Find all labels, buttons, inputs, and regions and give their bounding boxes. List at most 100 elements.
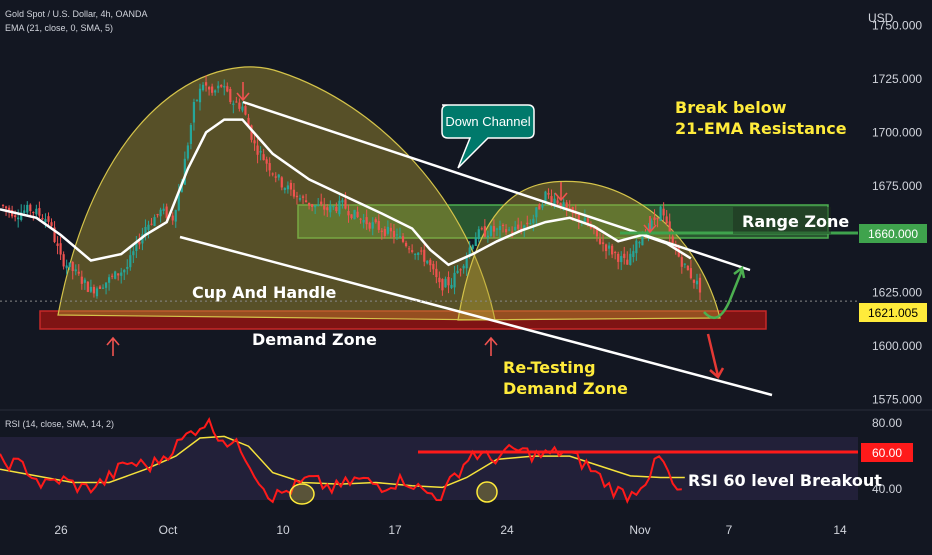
down-channel-callout xyxy=(441,104,535,169)
candle-body xyxy=(74,269,77,272)
down-projection-arrow xyxy=(706,333,725,379)
candle-body xyxy=(492,226,496,232)
candle-body xyxy=(441,279,444,291)
candle-body xyxy=(26,204,29,213)
range-price-tag-text: 1660.000 xyxy=(868,227,918,241)
candle-body xyxy=(280,177,283,188)
candle-body xyxy=(229,89,232,103)
candle-body xyxy=(586,218,589,226)
candle-body xyxy=(32,212,35,214)
candle-body xyxy=(262,154,265,161)
candle-body xyxy=(326,207,329,211)
candle-body xyxy=(38,208,41,216)
candle-body xyxy=(159,209,162,217)
candle-body xyxy=(35,208,38,215)
candle-body xyxy=(538,204,541,210)
candle-body xyxy=(150,223,153,225)
candle-body xyxy=(138,241,141,245)
candle-body xyxy=(195,99,199,101)
candle-body xyxy=(556,200,559,204)
candle-body xyxy=(244,105,247,115)
candle-body xyxy=(98,286,102,289)
rsi-60-tag xyxy=(861,443,913,462)
candle-body xyxy=(274,176,277,178)
candle-body xyxy=(526,222,529,225)
candle-body xyxy=(14,215,17,218)
range-zone-label: Range Zone xyxy=(742,212,849,231)
current-price-tag-text: 1621.005 xyxy=(868,306,918,320)
current-price-tag xyxy=(859,303,927,322)
arrows-group xyxy=(106,82,657,356)
time-tick-label: 26 xyxy=(54,523,68,537)
candle-body xyxy=(407,248,411,250)
candle-body xyxy=(438,277,441,283)
candle-body xyxy=(392,230,396,238)
candle-body xyxy=(553,198,556,205)
candle-body xyxy=(223,85,226,88)
candle-body xyxy=(311,204,314,207)
channel-upper-line xyxy=(242,100,751,272)
candle-body xyxy=(120,272,123,276)
price-tick-label: 1625.000 xyxy=(872,286,922,300)
candle-body xyxy=(44,219,47,223)
candle-body xyxy=(489,226,493,237)
candle-body xyxy=(447,277,450,286)
candle-body xyxy=(668,221,671,234)
candle-body xyxy=(432,263,435,270)
candle-body xyxy=(629,253,632,265)
candle-body xyxy=(189,125,193,144)
range-price-tag xyxy=(859,224,927,243)
candle-body xyxy=(471,245,474,249)
candle-body xyxy=(226,86,229,92)
candle-body xyxy=(359,218,362,220)
candle-body xyxy=(395,234,399,236)
candle-body xyxy=(344,199,347,209)
candle-body xyxy=(347,211,350,216)
candle-body xyxy=(298,198,302,200)
candle-body xyxy=(504,229,508,233)
candle-body xyxy=(283,188,286,190)
candle-body xyxy=(186,145,189,159)
rsi-band xyxy=(0,437,858,500)
rsi-low-circle-2 xyxy=(476,481,498,503)
candle-body xyxy=(662,208,665,216)
time-tick-label: 24 xyxy=(500,523,514,537)
candle-body xyxy=(250,125,253,140)
candle-body xyxy=(377,221,380,230)
channel-lower-line xyxy=(179,235,773,397)
candle-body xyxy=(295,195,299,198)
candle-body xyxy=(204,82,208,86)
candle-body xyxy=(683,263,686,265)
candle-body xyxy=(126,266,129,269)
candle-body xyxy=(86,281,89,292)
candle-body xyxy=(320,201,323,205)
candle-body xyxy=(317,204,320,206)
candle-body xyxy=(450,284,453,288)
candle-body xyxy=(620,256,623,263)
candle-body xyxy=(614,251,617,253)
candle-body xyxy=(544,191,547,203)
candle-body xyxy=(198,88,202,103)
candle-body xyxy=(83,279,86,283)
candle-body xyxy=(144,226,147,235)
cup-arc-left xyxy=(57,66,496,321)
candle-body xyxy=(335,206,338,212)
candle-body xyxy=(47,216,50,222)
candle-body xyxy=(680,257,683,267)
candle-body xyxy=(423,249,426,262)
candle-body xyxy=(411,250,414,252)
candle-body xyxy=(380,230,383,232)
candle-body xyxy=(656,217,659,220)
candle-body xyxy=(486,235,489,238)
candle-body xyxy=(547,192,550,195)
candle-body xyxy=(414,253,417,255)
demand-zone-label: Demand Zone xyxy=(252,330,377,349)
candle-body xyxy=(692,279,696,283)
rsi-60-tag-text: 60.00 xyxy=(872,446,902,460)
candle-body xyxy=(192,101,196,123)
candle-body xyxy=(241,106,244,111)
candle-body xyxy=(277,174,280,178)
candle-body xyxy=(211,86,214,93)
candle-body xyxy=(314,205,317,208)
